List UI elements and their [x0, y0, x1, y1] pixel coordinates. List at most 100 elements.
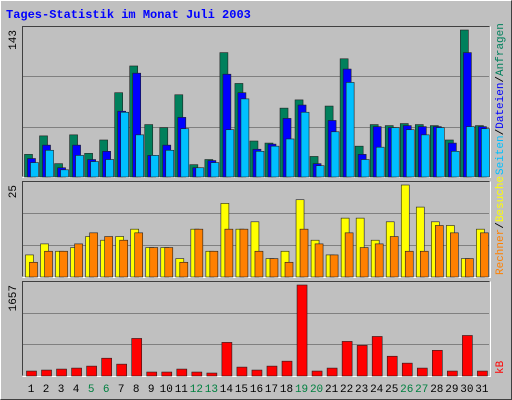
bar — [90, 161, 99, 178]
y-tick-label: 1657 — [8, 285, 20, 311]
bar — [420, 134, 430, 178]
legend-entry: Dateien — [495, 83, 507, 129]
legend-entry: Rechner — [495, 229, 507, 275]
panel-light — [22, 181, 491, 278]
legend-separator: / — [495, 129, 507, 136]
x-tick-label: 22 — [340, 384, 353, 396]
panel-light — [22, 281, 491, 377]
bar — [60, 169, 69, 178]
bar — [390, 127, 400, 178]
bar — [254, 250, 264, 278]
x-tick-label: 3 — [58, 384, 65, 396]
bar — [356, 345, 368, 377]
bar — [116, 363, 127, 377]
bar — [71, 367, 82, 377]
bar — [419, 250, 429, 278]
x-tick-label: 2 — [43, 384, 50, 396]
bar — [435, 225, 444, 278]
bar — [330, 131, 340, 178]
legend-entry: Besuche — [495, 176, 507, 222]
legend-separator: / — [495, 222, 507, 229]
bar — [315, 165, 325, 178]
panel-shadow — [22, 181, 490, 277]
bar — [120, 111, 129, 178]
x-tick-label: 21 — [325, 384, 339, 396]
bar — [176, 368, 188, 377]
bar — [180, 128, 190, 178]
bar — [447, 370, 458, 377]
bar — [314, 243, 324, 278]
bar — [44, 250, 53, 278]
bar — [465, 258, 474, 278]
bar — [89, 232, 98, 278]
bar — [344, 232, 354, 278]
bar — [165, 149, 175, 178]
x-tick-label: 20 — [310, 384, 323, 396]
bar — [209, 250, 219, 278]
bar — [329, 254, 339, 278]
bar — [345, 82, 355, 178]
x-tick-label: 4 — [73, 384, 80, 396]
x-tick-label: 27 — [415, 384, 428, 396]
x-tick-label: 31 — [475, 384, 489, 396]
legend: Rechner/Besuche — [495, 176, 507, 275]
x-tick-label: 17 — [265, 384, 278, 396]
bar — [404, 250, 414, 278]
bar — [405, 129, 415, 178]
bar — [296, 284, 308, 377]
bar — [374, 243, 384, 278]
chart-title: Tages-Statistik im Monat Juli 2003 — [6, 8, 251, 22]
legend-entry: kB — [495, 360, 507, 374]
bar — [149, 247, 159, 278]
bar — [101, 357, 112, 377]
bar — [375, 146, 385, 178]
bar — [285, 138, 295, 178]
bar — [195, 167, 205, 178]
bar — [131, 338, 143, 377]
bar — [104, 236, 113, 278]
legend: kB — [495, 360, 507, 374]
bar — [191, 371, 203, 377]
bar — [206, 372, 218, 377]
panel-shadow — [22, 26, 490, 177]
bar — [224, 228, 234, 278]
bar — [284, 261, 294, 278]
bar — [416, 367, 428, 377]
bar — [210, 162, 220, 178]
x-tick-label: 8 — [133, 384, 140, 396]
bar — [150, 155, 160, 178]
bar — [436, 127, 445, 178]
bar — [30, 162, 39, 178]
bar — [311, 370, 323, 377]
bar — [26, 370, 37, 377]
bar — [281, 360, 293, 377]
x-tick-label: 13 — [205, 384, 218, 396]
legend: Seiten/Dateien/Anfragen — [495, 23, 507, 175]
bar — [179, 261, 189, 278]
x-tick-label: 24 — [370, 384, 384, 396]
bar — [326, 367, 338, 377]
x-tick-label: 19 — [295, 384, 308, 396]
bar — [239, 228, 249, 278]
panel-shadow — [22, 281, 490, 376]
bar — [225, 129, 235, 178]
bar — [45, 149, 54, 178]
x-tick-label: 1 — [28, 384, 35, 396]
bar — [161, 371, 173, 377]
x-tick-label: 29 — [445, 384, 458, 396]
bar — [401, 362, 413, 377]
bar — [480, 232, 489, 278]
bar — [300, 111, 310, 178]
x-tick-label: 14 — [220, 384, 234, 396]
bar — [269, 258, 279, 278]
bar — [194, 228, 204, 278]
bar — [221, 342, 233, 377]
bar — [299, 228, 309, 278]
bar — [119, 239, 128, 278]
x-tick-label: 23 — [355, 384, 368, 396]
bar — [386, 355, 398, 377]
bar — [359, 247, 369, 278]
bar — [240, 98, 250, 178]
x-tick-label: 6 — [103, 384, 110, 396]
